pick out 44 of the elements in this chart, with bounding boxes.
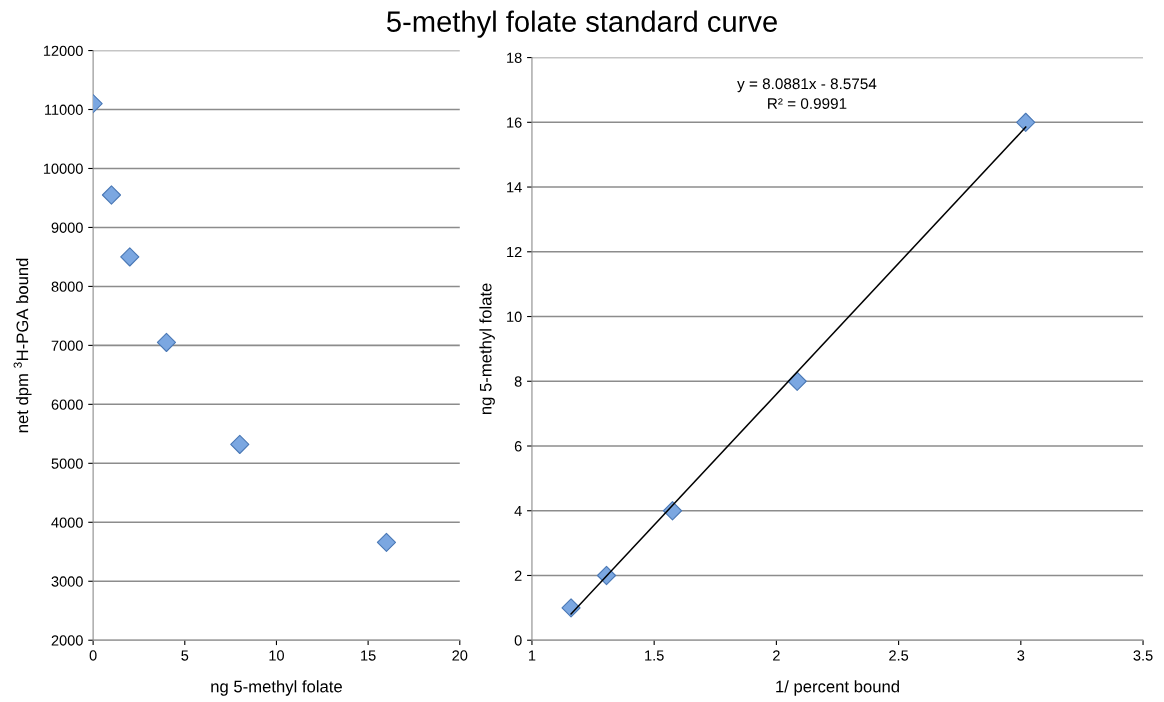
x-tick-label: 15 (361, 650, 376, 661)
y-tick-label: 8000 (51, 281, 83, 292)
y-tick-label: 2 (514, 570, 522, 581)
x-tick-label: 3.5 (1133, 650, 1153, 661)
y-tick-label: 12 (507, 246, 522, 258)
y-tick-label: 9000 (51, 222, 83, 233)
x-tick-label: 1 (529, 650, 536, 661)
x-tick-label: 10 (269, 650, 284, 661)
y-axis-title: ng 5-methyl folate (479, 283, 495, 415)
point (120, 247, 140, 267)
x-tick-label: 0 (89, 650, 97, 661)
point (230, 434, 250, 455)
x-tick-label: 3 (1017, 650, 1025, 661)
y-tick-label: 6000 (51, 399, 83, 410)
x-axis-title: 1/ percent bound (776, 680, 899, 696)
y-tick-label: 11000 (45, 104, 83, 115)
y-tick-label: 10000 (43, 163, 83, 174)
point (1016, 112, 1036, 132)
y-tick-label: 8 (514, 376, 522, 387)
point (101, 185, 122, 205)
y-tick-label: 5000 (51, 458, 83, 469)
x-tick-label: 2 (773, 650, 780, 661)
y-tick-label: 4000 (51, 517, 83, 528)
y-tick-label: 18 (507, 52, 522, 63)
y-tick-label: 3000 (51, 576, 83, 587)
annotation: y = 8.0881x - 8.5754 R² = 0.9991 (737, 78, 877, 109)
y-tick-label: 10 (507, 311, 522, 322)
y-axis-title: net dpm $^{3}$H-PGA bound (13, 258, 32, 433)
chart-title: 5-methyl folate standard curve (387, 10, 777, 38)
point (156, 332, 177, 353)
y-tick-label: 4 (514, 506, 522, 517)
x-tick-label: 5 (181, 650, 189, 661)
y-tick-label: 6 (514, 441, 522, 452)
y-tick-label: 0 (514, 635, 522, 646)
x-axis-title: ng 5-methyl folate (211, 680, 342, 696)
y-tick-label: 7000 (51, 340, 83, 351)
y-tick-label: 2000 (51, 635, 83, 646)
x-tick-label: 2.5 (889, 650, 909, 661)
point (376, 532, 397, 552)
y-tick-label: 14 (507, 182, 522, 193)
y-tick-label: 16 (507, 117, 522, 128)
x-tick-label: 1.5 (645, 650, 664, 661)
y-tick-label: 12000 (43, 45, 83, 56)
x-tick-label: 20 (452, 650, 468, 661)
